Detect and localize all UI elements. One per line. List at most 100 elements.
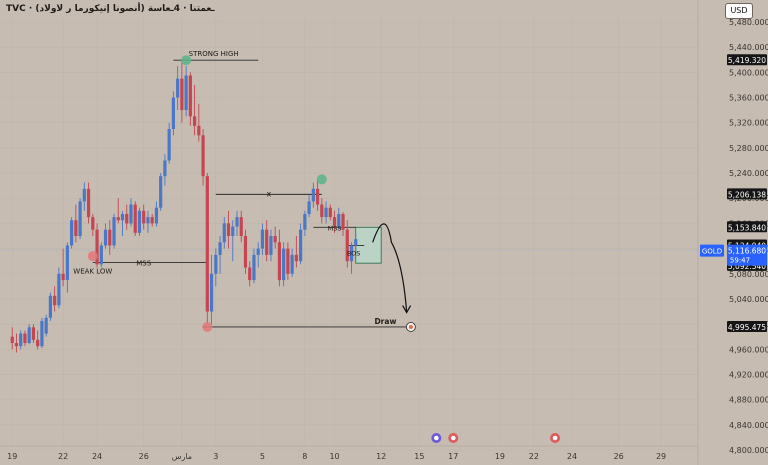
candle-body bbox=[235, 217, 239, 227]
x-tick-label: 10 bbox=[329, 452, 339, 461]
x-tick-label: 12 bbox=[376, 452, 386, 461]
candle-body bbox=[214, 254, 218, 274]
y-tick-label: 5,480.000 bbox=[729, 18, 768, 27]
candle-body bbox=[163, 160, 167, 177]
candle-body bbox=[70, 220, 74, 246]
candle-body bbox=[14, 343, 19, 347]
candle-body bbox=[248, 267, 252, 281]
candle-body bbox=[150, 217, 154, 224]
candle-body bbox=[311, 188, 315, 202]
candle-body bbox=[294, 254, 298, 262]
x-tick-label: مارس bbox=[172, 452, 192, 461]
candle-body bbox=[328, 207, 332, 218]
candle-body bbox=[171, 97, 175, 129]
y-tick-label: 5,400.000 bbox=[729, 68, 768, 77]
x-tick-label: 19 bbox=[495, 452, 505, 461]
candle-body bbox=[192, 116, 197, 126]
candle-body bbox=[99, 245, 103, 265]
y-tick-label: 4,880.000 bbox=[729, 396, 768, 405]
candle-body bbox=[27, 327, 31, 343]
y-tick-label: 5,080.000 bbox=[729, 270, 768, 279]
candle-body bbox=[36, 339, 40, 347]
symbol-badge[interactable] bbox=[700, 244, 724, 257]
y-tick-label: 5,280.000 bbox=[729, 144, 768, 153]
candle-body bbox=[277, 242, 282, 281]
candle-body bbox=[324, 207, 328, 218]
candle-body bbox=[74, 220, 78, 236]
candle-body bbox=[53, 295, 57, 306]
countdown-text: 59:47 bbox=[730, 257, 750, 265]
candle-body bbox=[197, 125, 201, 136]
x-tick-label: 5 bbox=[260, 452, 265, 461]
candle-body bbox=[116, 217, 120, 221]
x-tick-label: 19 bbox=[7, 452, 17, 461]
candle-body bbox=[269, 236, 273, 255]
y-tick-label: 5,440.000 bbox=[729, 43, 768, 52]
projection-path bbox=[372, 223, 408, 312]
strong-high-label: STRONG HIGH bbox=[189, 50, 239, 58]
candle-body bbox=[303, 213, 307, 230]
symbol-badge-text: GOLD bbox=[702, 248, 722, 256]
weak-low-label: WEAK LOW bbox=[73, 267, 112, 275]
price-label-box bbox=[727, 221, 767, 233]
candle-body bbox=[222, 223, 226, 243]
y-tick-label: 4,840.000 bbox=[729, 421, 768, 430]
candle-body bbox=[265, 229, 269, 255]
price-label-text: 5,206.138 bbox=[728, 190, 766, 199]
x-tick-label: 29 bbox=[656, 452, 666, 461]
candle-body bbox=[188, 75, 192, 117]
candle-body bbox=[44, 317, 48, 334]
candle-body bbox=[180, 78, 184, 111]
mss-right-label: MSS bbox=[328, 224, 342, 232]
candle-body bbox=[239, 217, 243, 236]
price-label-box bbox=[727, 320, 767, 332]
candle-body bbox=[31, 327, 36, 340]
y-tick-label: 5,240.000 bbox=[729, 169, 768, 178]
candle-body bbox=[256, 248, 260, 255]
candle-body bbox=[91, 217, 95, 230]
candle-body bbox=[337, 213, 341, 227]
candle-body bbox=[290, 254, 294, 274]
candle-body bbox=[332, 217, 337, 227]
mss-left-label: MSS bbox=[136, 259, 151, 267]
candle-body bbox=[226, 223, 231, 236]
y-tick-label: 5,360.000 bbox=[729, 94, 768, 103]
candle-body bbox=[40, 320, 44, 347]
price-label-text: 5,419.320 bbox=[728, 56, 766, 65]
candle-body bbox=[146, 217, 150, 224]
candle-body bbox=[286, 248, 290, 274]
x-tick-label: 26 bbox=[614, 452, 624, 461]
candle-body bbox=[159, 176, 163, 208]
chart-title: TVC · (أنصونا إنيكورما ر لاولاد) ـعمتنا … bbox=[6, 4, 215, 14]
candle-body bbox=[354, 239, 358, 246]
candle-body bbox=[315, 188, 320, 205]
y-tick-label: 5,320.000 bbox=[729, 119, 768, 128]
candle-body bbox=[184, 75, 188, 111]
candle-body bbox=[205, 176, 209, 312]
candle-body bbox=[299, 229, 303, 262]
target-icon-core bbox=[408, 324, 413, 329]
candle-body bbox=[176, 78, 180, 98]
candle-body bbox=[65, 245, 69, 281]
candle-body bbox=[108, 229, 112, 246]
candle-body bbox=[142, 210, 146, 224]
candle-body bbox=[61, 273, 65, 281]
candle-body bbox=[252, 254, 256, 281]
price-label-box bbox=[727, 188, 767, 200]
candle-body bbox=[112, 217, 116, 246]
price-label-text: 4,995.475 bbox=[728, 323, 766, 332]
candle-body bbox=[19, 333, 23, 347]
y-tick-label: 4,920.000 bbox=[729, 370, 768, 379]
x-tick-label: 22 bbox=[529, 452, 539, 461]
event-icon-core bbox=[434, 435, 439, 441]
x-tick-label: 26 bbox=[139, 452, 149, 461]
candle-body bbox=[10, 336, 14, 343]
x-label: x bbox=[266, 189, 271, 198]
price-label-text: 5,092.540 bbox=[728, 262, 766, 271]
candle-body bbox=[95, 229, 99, 265]
currency-button[interactable]: USD bbox=[725, 3, 753, 19]
x-tick-label: 3 bbox=[213, 452, 218, 461]
candle-body bbox=[273, 236, 277, 243]
candle-body bbox=[57, 273, 61, 306]
